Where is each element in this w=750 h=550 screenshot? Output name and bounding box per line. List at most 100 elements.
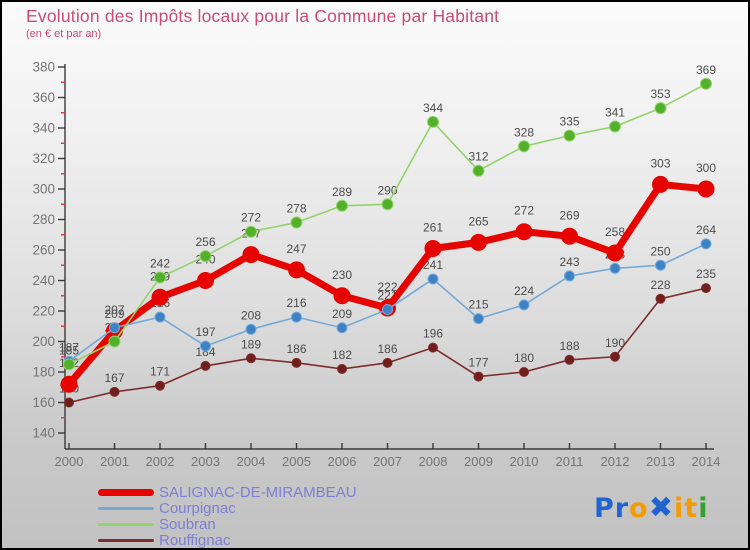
- data-point: [606, 244, 624, 262]
- x-tick-label: 2001: [100, 454, 129, 469]
- data-point: [155, 380, 165, 391]
- data-label: 312: [468, 150, 488, 164]
- x-tick-label: 2004: [237, 454, 266, 469]
- data-point: [382, 303, 393, 315]
- data-label: 207: [104, 303, 124, 317]
- data-label: 215: [468, 298, 488, 312]
- data-point: [564, 354, 575, 365]
- y-tick-label: 280: [32, 212, 55, 227]
- data-point: [154, 271, 166, 284]
- data-label: 187: [59, 340, 79, 354]
- proxiti-logo: Pro✖iti: [594, 490, 708, 524]
- data-point: [290, 216, 303, 229]
- data-point: [609, 262, 621, 274]
- legend-label: Courpignac: [159, 499, 236, 517]
- data-label: 303: [650, 156, 670, 170]
- data-point: [424, 239, 442, 257]
- data-point: [697, 180, 715, 198]
- data-label: 261: [423, 220, 443, 234]
- data-point: [427, 273, 439, 285]
- data-point: [700, 238, 712, 250]
- data-point: [381, 198, 394, 211]
- data-point: [246, 353, 256, 364]
- data-point: [470, 233, 487, 251]
- data-point: [245, 225, 257, 238]
- data-label: 269: [559, 208, 579, 222]
- data-point: [60, 375, 78, 393]
- data-label: 216: [286, 296, 306, 310]
- data-label: 196: [423, 327, 443, 341]
- data-point: [333, 287, 351, 305]
- logo-letter: i: [698, 493, 709, 524]
- legend-label: SALIGNAC-DE-MIRAMBEAU: [159, 483, 357, 501]
- data-label: 272: [241, 211, 261, 225]
- data-label: 171: [150, 365, 170, 379]
- logo-letter: r: [614, 493, 630, 524]
- data-label: 250: [650, 244, 670, 258]
- data-point: [382, 357, 393, 368]
- data-point: [519, 367, 529, 377]
- data-point: [64, 397, 74, 408]
- data-label: 209: [104, 307, 124, 321]
- data-point: [518, 299, 530, 311]
- y-tick-label: 300: [32, 182, 55, 197]
- data-point: [109, 386, 120, 397]
- data-label: 242: [150, 256, 170, 270]
- data-label: 189: [241, 337, 261, 351]
- legend-swatch-rouffignac: [98, 538, 154, 542]
- data-point: [242, 246, 260, 264]
- y-tick-label: 260: [32, 243, 55, 258]
- data-point: [245, 323, 257, 335]
- data-point: [428, 342, 438, 353]
- x-tick-label: 2010: [510, 454, 539, 469]
- data-point: [610, 351, 620, 362]
- legend-swatch-soubran: [98, 522, 154, 526]
- data-point: [200, 340, 211, 352]
- legend-label: Soubran: [159, 515, 216, 533]
- logo-letter: i: [674, 493, 685, 524]
- data-label: 167: [104, 371, 124, 385]
- data-point: [336, 322, 348, 334]
- data-point: [564, 270, 575, 282]
- line-chart: 140 160 180 200 220 240 260 280 300 320 340 360 380 2…: [32, 60, 721, 470]
- data-label: 265: [468, 214, 488, 228]
- data-point: [337, 363, 347, 374]
- y-tick-label: 140: [32, 426, 55, 441]
- legend-item: SALIGNAC-DE-MIRAMBEAU: [98, 484, 357, 500]
- y-tick-label: 160: [32, 395, 55, 410]
- y-tick-label: 220: [32, 304, 55, 319]
- data-point: [63, 358, 75, 371]
- logo-letter: o: [629, 493, 649, 524]
- legend-item: Courpignac: [98, 500, 357, 516]
- data-point: [108, 335, 121, 348]
- data-label: 186: [377, 342, 397, 356]
- x-tick-label: 2014: [692, 454, 721, 469]
- data-label: 247: [286, 242, 306, 256]
- data-label: 222: [377, 280, 397, 294]
- data-label: 208: [241, 308, 261, 322]
- data-label: 188: [559, 339, 579, 353]
- data-label: 224: [514, 284, 534, 298]
- data-point: [518, 140, 530, 153]
- data-point: [288, 261, 305, 279]
- x-tick-label: 2008: [419, 454, 448, 469]
- legend-swatch-salignac: [98, 488, 154, 496]
- data-label: 369: [696, 63, 716, 77]
- data-label: 197: [195, 325, 215, 339]
- data-point: [291, 357, 302, 368]
- data-point: [151, 288, 169, 306]
- logo-x-icon: ✖: [648, 490, 674, 524]
- x-tick-label: 2009: [464, 454, 493, 469]
- legend-label: Rouffignac: [159, 531, 231, 549]
- logo-letter: P: [594, 493, 615, 524]
- data-label: 241: [423, 258, 443, 272]
- data-point: [109, 322, 120, 334]
- data-point: [199, 250, 212, 263]
- data-label: 230: [332, 268, 352, 282]
- y-tick-label: 360: [32, 90, 55, 105]
- data-point: [473, 371, 484, 382]
- data-point: [563, 129, 576, 142]
- data-point: [561, 227, 578, 245]
- y-tick-label: 380: [32, 60, 55, 75]
